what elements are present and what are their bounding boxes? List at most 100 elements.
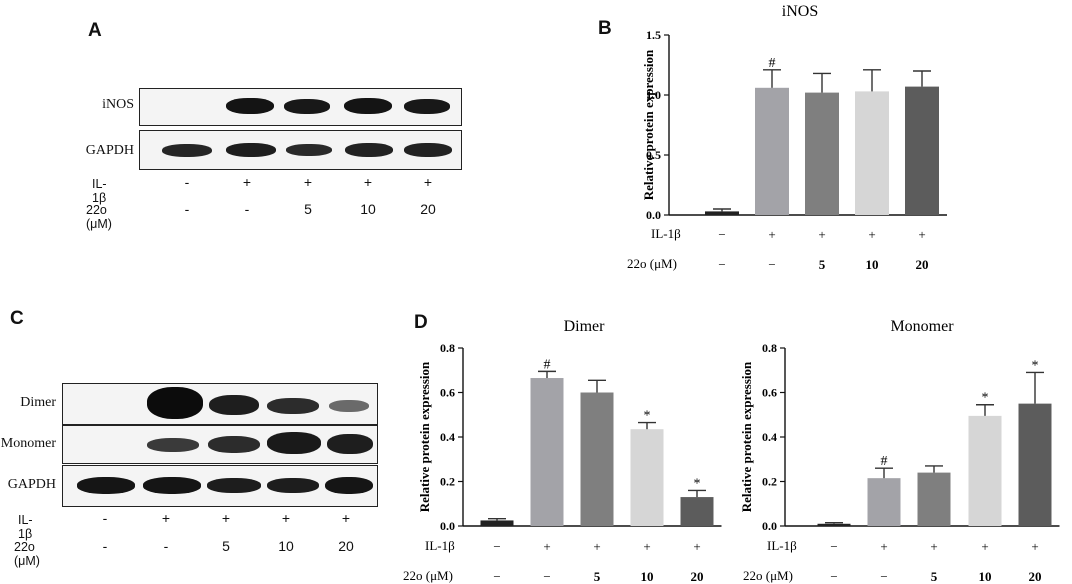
condition-value: 5 (304, 201, 312, 217)
condition-value: + (221, 510, 231, 526)
blot-band (404, 99, 450, 114)
panel-letter-a: A (88, 20, 102, 41)
condition-label-22o: 22o (μM) (14, 540, 40, 568)
condition-row-label: IL-1β (425, 538, 455, 553)
y-tick-label: 0.2 (762, 475, 777, 489)
significance-mark: # (544, 357, 551, 372)
condition-row-label: 22o (μM) (627, 256, 677, 271)
condition-row-value: + (593, 539, 600, 554)
chart-monomer: Monomer Relative protein expression 0.0 0.2… (739, 318, 1060, 584)
y-tick-label: 0.8 (440, 341, 455, 355)
blot-strip-dimer (62, 383, 378, 425)
bar (817, 523, 851, 526)
condition-row-value: 5 (819, 257, 826, 272)
panel-letter-d: D (414, 312, 428, 333)
blot-row-label-inos: iNOS (102, 97, 134, 112)
blot-band (143, 477, 201, 494)
condition-value: + (423, 174, 433, 190)
condition-label-il1b: IL-1β (18, 513, 33, 541)
bar (905, 86, 939, 215)
chart-title: Monomer (890, 318, 954, 335)
bar (705, 211, 739, 215)
condition-value: 20 (338, 538, 354, 554)
bar (917, 472, 951, 526)
condition-value: + (363, 174, 373, 190)
bar (855, 91, 889, 215)
condition-row-value: + (868, 227, 875, 242)
condition-row-label: IL-1β (767, 538, 797, 553)
y-tick-label: 0.6 (762, 386, 777, 400)
condition-row-value: + (1031, 539, 1038, 554)
bar (480, 520, 514, 526)
blot-strip-gapdh (62, 465, 378, 507)
blot-strip-gapdh (139, 130, 462, 170)
y-tick-label: 0.0 (646, 208, 661, 222)
blot-row-label-gapdh: GAPDH (7, 477, 56, 492)
significance-mark: * (1032, 358, 1039, 373)
condition-value: + (303, 174, 313, 190)
condition-row-value: 10 (641, 569, 654, 584)
blot-band (207, 478, 261, 493)
blot-band (209, 395, 259, 415)
blot-band (404, 143, 452, 157)
condition-row-value: − (830, 539, 837, 554)
blot-strip-monomer (62, 425, 378, 464)
condition-row-value: + (768, 227, 775, 242)
condition-row-value: − (493, 539, 500, 554)
y-tick-label: 0.0 (440, 519, 455, 533)
chart-title: iNOS (782, 3, 818, 20)
condition-value: + (341, 510, 351, 526)
bar (867, 478, 901, 526)
significance-mark: # (881, 454, 888, 469)
blot-band (267, 432, 321, 454)
bar (968, 415, 1002, 526)
y-tick-label: 0.0 (762, 519, 777, 533)
y-tick-label: 0.2 (440, 475, 455, 489)
panel-letter-c: C (10, 308, 24, 329)
condition-row-value: 5 (594, 569, 601, 584)
blot-band (77, 477, 135, 494)
significance-mark: * (982, 391, 989, 406)
blot-band (284, 99, 330, 114)
condition-row-value: + (918, 227, 925, 242)
condition-value: + (161, 510, 171, 526)
blot-row-label-gapdh: GAPDH (85, 143, 134, 158)
bar (1018, 403, 1052, 526)
condition-row-value: + (930, 539, 937, 554)
blot-band (267, 398, 319, 414)
significance-mark: * (694, 476, 701, 491)
condition-value: - (102, 538, 108, 554)
blot-band (208, 436, 260, 453)
blot-band (267, 478, 319, 493)
bar (630, 429, 664, 526)
condition-row-value: − (830, 569, 837, 584)
condition-row-value: 5 (931, 569, 938, 584)
panel-letter-b: B (598, 18, 612, 39)
y-tick-label: 0.8 (762, 341, 777, 355)
condition-value: 10 (360, 201, 376, 217)
condition-label-22o: 22o (μM) (86, 203, 112, 231)
significance-mark: * (644, 409, 651, 424)
significance-mark: # (769, 56, 776, 71)
blot-band (327, 434, 373, 454)
blot-row-label-dimer: Dimer (20, 395, 56, 410)
chart-dimer: Dimer Relative protein expression 0.0 0.2 0.… (403, 318, 722, 584)
blot-band (329, 400, 369, 412)
y-tick-label: 1.0 (646, 88, 661, 102)
condition-value: - (184, 201, 190, 217)
condition-row-value: − (543, 569, 550, 584)
condition-row-label: 22o (μM) (403, 568, 453, 583)
blot-band (147, 387, 203, 419)
condition-row-value: + (818, 227, 825, 242)
condition-value: + (281, 510, 291, 526)
condition-row-value: − (768, 257, 775, 272)
chart-title: Dimer (564, 318, 606, 335)
blot-band (147, 438, 199, 452)
condition-row-label: 22o (μM) (743, 568, 793, 583)
bar (805, 92, 839, 215)
condition-row-value: − (493, 569, 500, 584)
blot-band (226, 98, 274, 114)
condition-row-value: + (543, 539, 550, 554)
condition-value: 10 (278, 538, 294, 554)
